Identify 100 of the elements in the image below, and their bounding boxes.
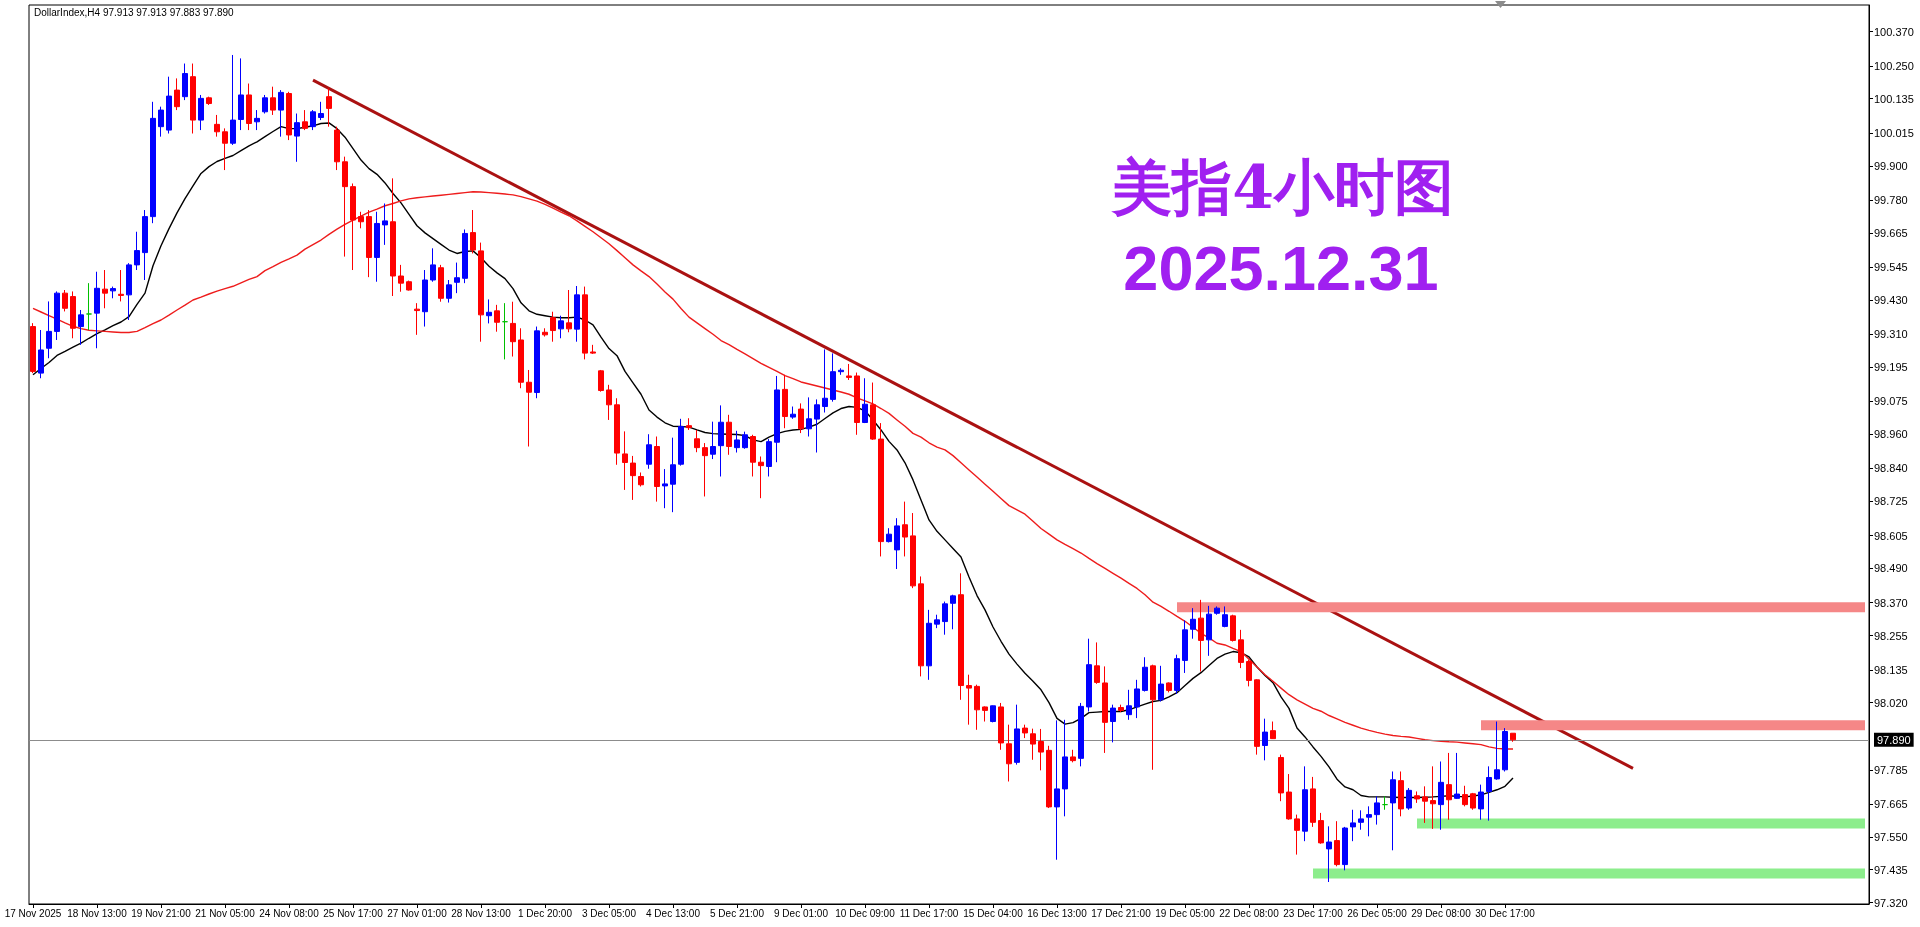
candlestick [326,87,332,128]
candlestick [1246,659,1252,687]
candlestick [390,177,396,297]
y-tick-label: 98.255 [1874,629,1908,642]
candlestick [678,418,684,467]
x-tick-label: 27 Nov 01:00 [387,907,448,919]
candlestick [190,63,196,135]
x-tick-label: 21 Nov 05:00 [195,907,256,919]
candlestick [1182,619,1188,674]
candlestick [1166,681,1172,693]
candlestick [1398,770,1404,817]
candlestick [958,572,964,701]
candlestick [62,289,68,312]
candlestick [566,289,572,333]
candlestick [358,211,364,229]
candlestick [526,369,532,447]
candlestick [614,397,620,466]
y-tick-label: 98.135 [1874,663,1908,676]
text: 2025.12.31 [1123,233,1439,303]
candlestick [1382,795,1388,811]
candlestick [30,322,36,374]
candlestick [990,705,996,723]
candlestick [1086,638,1092,713]
x-tick-label: 3 Dec 05:00 [582,907,637,919]
candlestick [286,91,292,141]
candlestick [1302,765,1308,842]
candlestick [670,437,676,513]
candlestick [198,94,204,131]
candlestick [1494,721,1500,781]
candlestick [950,594,956,630]
candlestick [838,367,844,376]
candlestick [1102,665,1108,754]
candlestick [1470,792,1476,811]
x-tick-label: 26 Dec 05:00 [1347,907,1408,919]
candlestick [582,286,588,360]
y-tick-label: 99.900 [1874,159,1908,172]
candlestick [174,77,180,111]
candlestick [502,302,508,360]
candlestick [1406,787,1412,811]
x-tick-label: 11 Dec 17:00 [899,907,959,919]
candlestick [110,286,116,299]
candlestick [918,575,924,677]
candlestick [406,280,412,292]
x-tick-label: 22 Dec 08:00 [1219,907,1280,919]
candlestick [998,702,1004,751]
candlestick [318,101,324,121]
candlestick [510,301,516,358]
y-tick-label: 100.370 [1874,25,1914,38]
candlestick [1030,728,1036,761]
candlestick [470,209,476,254]
candlestick [982,705,988,723]
y-tick-label: 99.310 [1874,328,1908,341]
candlestick [446,279,452,304]
candlestick [534,326,540,399]
candlestick [1230,614,1236,643]
candlestick [1118,704,1124,713]
candlestick [1142,656,1148,693]
y-tick-label: 97.785 [1874,763,1908,776]
candlestick [134,231,140,271]
candlestick [1502,727,1508,772]
candlestick [878,422,884,557]
candlestick [1342,826,1348,871]
x-tick-label: 19 Nov 21:00 [131,907,192,919]
y-tick-label: 100.015 [1874,126,1914,139]
candlestick [294,113,300,163]
candlestick [246,83,252,131]
x-tick-label: 17 Nov 2025 [4,907,62,919]
candlestick [686,417,692,431]
candlestick [1350,809,1356,842]
candlestick [166,76,172,135]
candlestick [622,430,628,491]
candlestick [438,264,444,303]
candlestick [854,372,860,436]
candlestick [718,404,724,477]
candlestick [702,442,708,497]
candlestick [1238,629,1244,669]
candlestick [150,101,156,224]
candlestick [894,517,900,570]
y-tick-label: 97.665 [1874,798,1908,811]
candlestick [206,96,212,106]
y-tick-label: 100.250 [1874,59,1914,72]
candlestick [1390,770,1396,851]
candlestick [462,228,468,284]
candlestick [934,614,940,629]
candlestick [1334,820,1340,867]
y-tick-label: 98.960 [1874,428,1908,441]
candlestick [494,304,500,333]
y-tick-label: 98.020 [1874,696,1908,709]
candlestick [630,455,636,501]
candlestick [478,242,484,343]
x-tick-label: 23 Dec 17:00 [1283,907,1344,919]
candlestick [1294,814,1300,856]
candlestick [662,468,668,509]
candlestick [182,63,188,101]
y-tick-label: 99.195 [1874,361,1908,374]
y-tick-label: 97.320 [1874,896,1908,909]
candlestick [214,114,220,138]
candlestick [782,374,788,429]
candlestick [966,674,972,726]
x-tick-label: 30 Dec 17:00 [1475,907,1536,919]
